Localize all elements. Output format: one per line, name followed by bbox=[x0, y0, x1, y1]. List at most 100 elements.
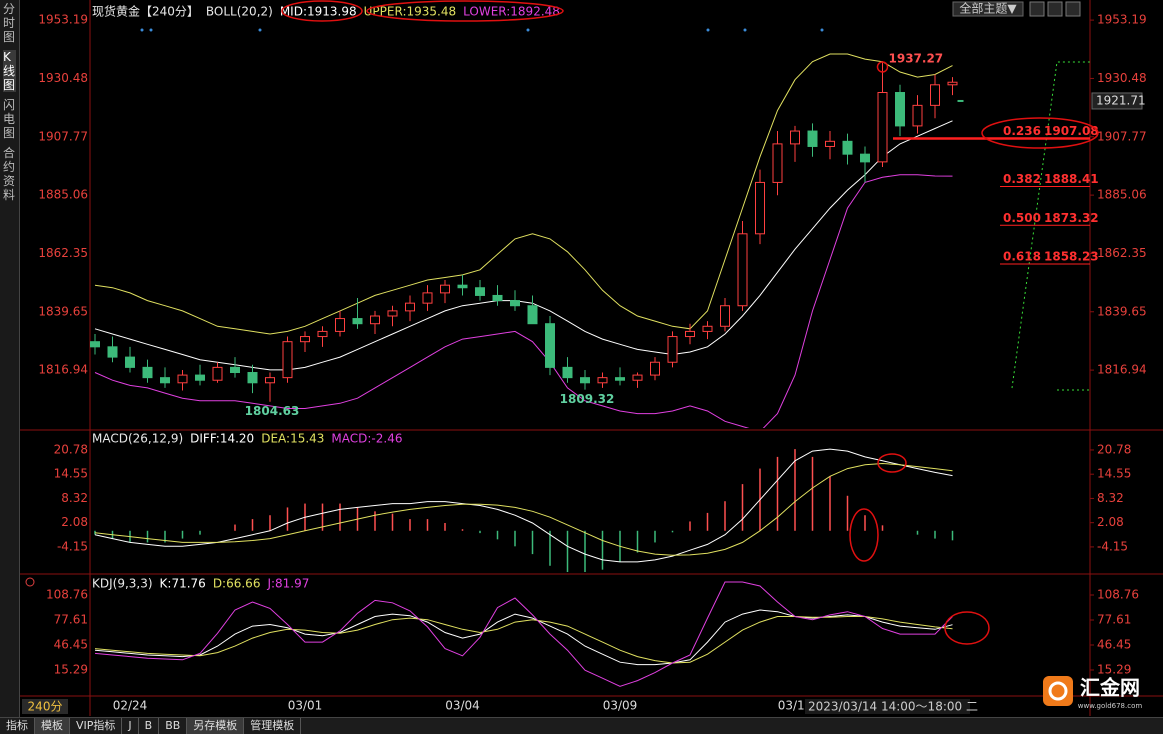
candle-body bbox=[335, 318, 345, 332]
sidebar-item[interactable]: 闪电图 bbox=[3, 98, 16, 140]
legend-entry: J:81.97 bbox=[266, 577, 309, 591]
fib-price: 1907.08 bbox=[1044, 124, 1099, 138]
candle-body bbox=[107, 346, 118, 358]
y-tick-label: 1839.65 bbox=[38, 304, 88, 318]
candle-body bbox=[895, 92, 905, 127]
y-tick-label: 108.76 bbox=[46, 588, 88, 602]
tab[interactable]: 管理模板 bbox=[244, 718, 302, 734]
indicator-line bbox=[94, 174, 953, 428]
y-tick-label: 77.61 bbox=[54, 612, 88, 626]
candle-body bbox=[457, 284, 468, 289]
candle-body bbox=[510, 300, 520, 307]
indicator-line bbox=[94, 53, 953, 335]
y-tick-label: -4.15 bbox=[1097, 539, 1128, 553]
theme-label[interactable]: 全部主题▼ bbox=[959, 1, 1017, 16]
tab[interactable]: 指标 bbox=[0, 718, 35, 734]
y-tick-label: 46.45 bbox=[1097, 637, 1131, 651]
x-tick-label: 03/04 bbox=[445, 699, 480, 713]
annotation: 1809.32 bbox=[560, 392, 615, 406]
y-tick-label: -4.15 bbox=[57, 539, 88, 553]
last-price: 1921.71 bbox=[1096, 93, 1146, 107]
y-tick-label: 77.61 bbox=[1097, 612, 1131, 626]
y-tick-label: 20.78 bbox=[1097, 442, 1131, 456]
candle-body bbox=[422, 292, 433, 304]
legend-entry: UPPER:1935.48 bbox=[364, 5, 456, 19]
candle-body bbox=[772, 143, 783, 183]
tab[interactable]: 模板 bbox=[35, 718, 70, 734]
candle-body bbox=[877, 92, 888, 163]
tab[interactable]: VIP指标 bbox=[70, 718, 123, 734]
fib-price: 1858.23 bbox=[1044, 250, 1099, 264]
legend-entry: 现货黄金【240分】 bbox=[92, 4, 199, 19]
theme-button[interactable] bbox=[952, 1, 1024, 17]
candle-body bbox=[842, 140, 853, 155]
indicator-line bbox=[94, 462, 953, 556]
candle-body bbox=[685, 330, 695, 338]
y-tick-label: 15.29 bbox=[54, 662, 88, 676]
candle-body bbox=[405, 302, 415, 312]
y-tick-label: 8.32 bbox=[61, 491, 88, 505]
y-tick-label: 1907.77 bbox=[38, 129, 88, 143]
indicator-line bbox=[94, 581, 953, 687]
candle-body bbox=[142, 366, 153, 379]
signal-dots bbox=[140, 28, 824, 32]
tab[interactable]: B bbox=[139, 718, 160, 734]
candle-body bbox=[632, 374, 643, 381]
x-tick-label: 02/24 bbox=[113, 699, 148, 713]
candle-body bbox=[282, 341, 293, 379]
indicator-line bbox=[94, 448, 953, 563]
fib-ratio: 0.618 bbox=[1003, 250, 1041, 264]
fib-ratio: 0.500 bbox=[1003, 211, 1041, 225]
indicator-line bbox=[94, 616, 953, 664]
panel-icon bbox=[25, 577, 35, 587]
y-tick-label: 14.55 bbox=[54, 467, 88, 481]
sidebar: 分时图 K线图闪电图合约资料 bbox=[0, 0, 20, 717]
tab[interactable]: 另存模板 bbox=[187, 718, 245, 734]
candle-body bbox=[860, 153, 870, 163]
indicator-line bbox=[94, 120, 953, 371]
x-tick-label: 03/09 bbox=[603, 699, 638, 713]
y-tick-label: 1816.94 bbox=[38, 363, 88, 377]
frame bbox=[20, 0, 1163, 716]
tab[interactable]: J bbox=[122, 718, 139, 734]
candle-body bbox=[387, 310, 398, 317]
period-box[interactable] bbox=[22, 699, 68, 714]
y-tick-label: 46.45 bbox=[54, 637, 88, 651]
legend-entry: DIFF:14.20 bbox=[190, 432, 254, 446]
candle-body bbox=[825, 140, 835, 147]
candle-body bbox=[177, 374, 188, 384]
candle-body bbox=[212, 366, 223, 381]
legend-entry: MID:1913.98 bbox=[280, 5, 357, 19]
legend-entry: MACD(26,12,9) bbox=[92, 432, 183, 446]
candle-body bbox=[475, 287, 485, 296]
y-tick-label: 1930.48 bbox=[1097, 71, 1147, 85]
sidebar-item[interactable]: 分时图 bbox=[3, 2, 16, 44]
window-buttons[interactable] bbox=[1029, 1, 1081, 17]
legend-entry: MACD:-2.46 bbox=[331, 432, 402, 446]
candle-body bbox=[317, 330, 328, 338]
last-price-box bbox=[1091, 92, 1143, 110]
legend-entry: LOWER:1892.48 bbox=[463, 5, 560, 19]
legend-entry: D:66.66 bbox=[213, 577, 261, 591]
annotation: 1804.63 bbox=[245, 404, 300, 418]
candle-body bbox=[125, 356, 135, 368]
legend-entry: DEA:15.43 bbox=[261, 432, 324, 446]
sidebar-item[interactable]: K线图 bbox=[3, 50, 16, 92]
y-tick-label: 1839.65 bbox=[1097, 304, 1147, 318]
y-tick-label: 2.08 bbox=[1097, 515, 1124, 529]
candle-body bbox=[807, 130, 818, 147]
fib-price: 1888.41 bbox=[1044, 172, 1099, 186]
tab[interactable]: BB bbox=[159, 718, 188, 734]
candle-body bbox=[545, 323, 555, 368]
sidebar-item[interactable]: 合约资料 bbox=[3, 146, 16, 202]
y-tick-label: 1953.19 bbox=[38, 13, 88, 27]
candle-body bbox=[580, 377, 590, 384]
period[interactable]: 240分 bbox=[28, 700, 63, 714]
y-tick-label: 1862.35 bbox=[1097, 246, 1147, 260]
hand-drawn-circles bbox=[281, 0, 1099, 645]
cursor-box bbox=[805, 699, 970, 714]
candle-body bbox=[527, 305, 538, 325]
candle-body bbox=[615, 377, 625, 381]
y-tick-label: 8.32 bbox=[1097, 491, 1124, 505]
